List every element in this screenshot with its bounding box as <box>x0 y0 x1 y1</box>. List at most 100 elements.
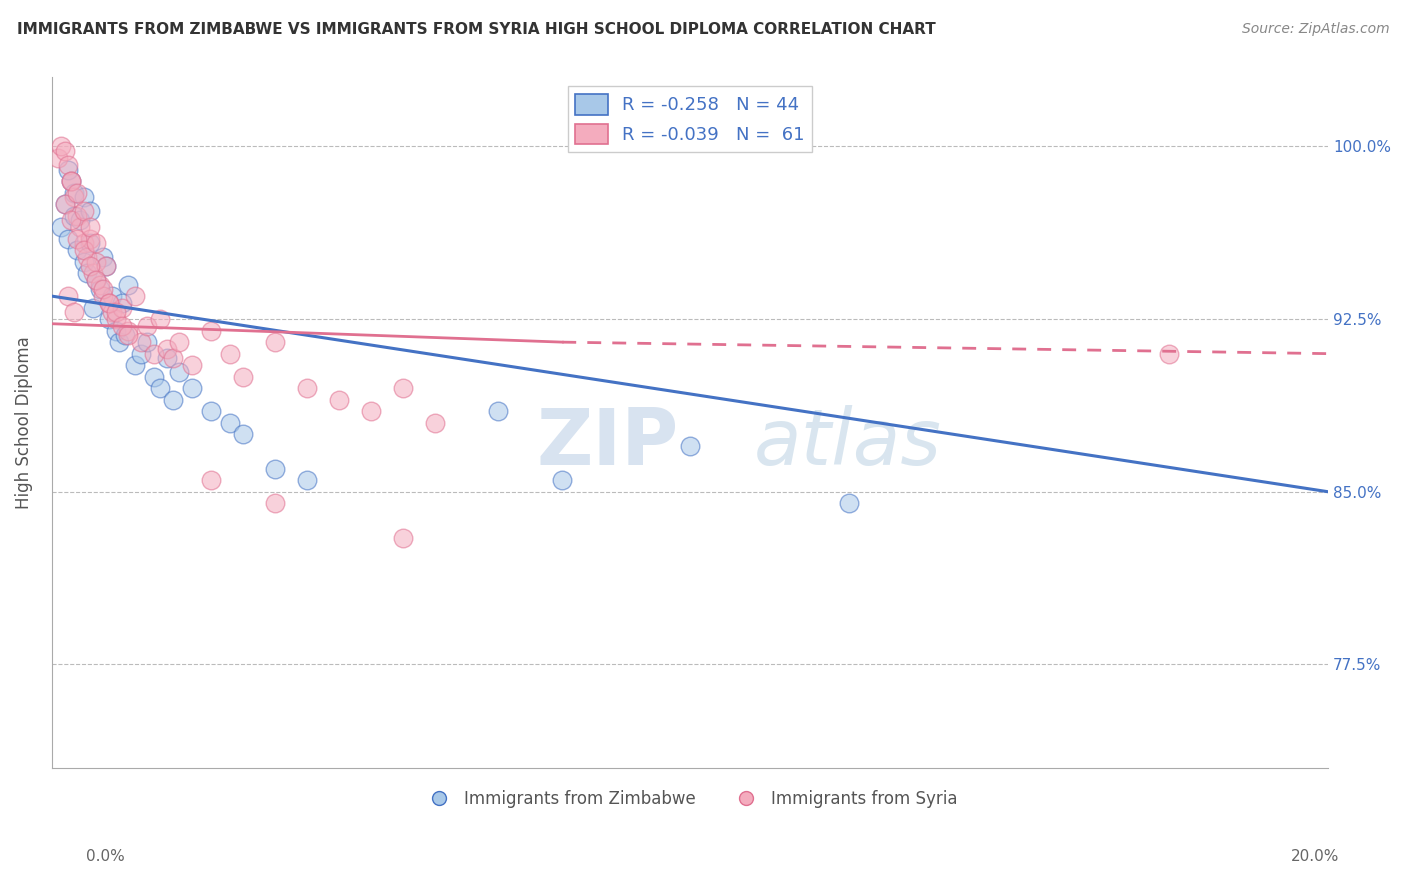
Point <box>117 324 139 338</box>
Point <box>142 369 165 384</box>
Point <box>91 282 114 296</box>
Point <box>86 273 108 287</box>
Point <box>63 190 86 204</box>
Point <box>101 289 124 303</box>
Point <box>73 243 96 257</box>
Point <box>200 473 222 487</box>
Point <box>129 335 152 350</box>
Point <box>56 158 79 172</box>
Point <box>136 335 159 350</box>
Point <box>63 209 86 223</box>
Point <box>200 324 222 338</box>
Point <box>111 301 134 315</box>
Point <box>232 369 254 384</box>
Point <box>200 404 222 418</box>
Point <box>94 259 117 273</box>
Point <box>136 318 159 333</box>
Point <box>79 259 101 273</box>
Point <box>56 289 79 303</box>
Point <box>156 351 179 366</box>
Point <box>89 277 111 292</box>
Point <box>51 139 73 153</box>
Point <box>114 328 136 343</box>
Point <box>79 231 101 245</box>
Point <box>98 312 121 326</box>
Point <box>73 254 96 268</box>
Point <box>264 496 287 510</box>
Text: Source: ZipAtlas.com: Source: ZipAtlas.com <box>1241 22 1389 37</box>
Point <box>56 162 79 177</box>
Point <box>94 259 117 273</box>
Point <box>79 236 101 251</box>
Point <box>98 296 121 310</box>
Point <box>111 318 134 333</box>
Point <box>162 351 184 366</box>
Point <box>53 197 76 211</box>
Point <box>104 312 127 326</box>
Point <box>59 213 82 227</box>
Point <box>124 358 146 372</box>
Point <box>86 236 108 251</box>
Point <box>117 328 139 343</box>
Point <box>53 197 76 211</box>
Point <box>488 404 510 418</box>
Point <box>169 335 191 350</box>
Point <box>66 231 89 245</box>
Point <box>59 174 82 188</box>
Legend: Immigrants from Zimbabwe, Immigrants from Syria: Immigrants from Zimbabwe, Immigrants fro… <box>416 783 965 815</box>
Point <box>156 342 179 356</box>
Point <box>69 220 91 235</box>
Text: IMMIGRANTS FROM ZIMBABWE VS IMMIGRANTS FROM SYRIA HIGH SCHOOL DIPLOMA CORRELATIO: IMMIGRANTS FROM ZIMBABWE VS IMMIGRANTS F… <box>17 22 935 37</box>
Point <box>46 151 69 165</box>
Point <box>423 416 446 430</box>
Point <box>91 289 114 303</box>
Point <box>295 381 318 395</box>
Point <box>142 346 165 360</box>
Point <box>149 381 172 395</box>
Point <box>63 305 86 319</box>
Point <box>169 365 191 379</box>
Point <box>181 381 204 395</box>
Point <box>63 186 86 200</box>
Text: 0.0%: 0.0% <box>86 849 125 863</box>
Point <box>59 174 82 188</box>
Y-axis label: High School Diploma: High School Diploma <box>15 336 32 509</box>
Point <box>86 254 108 268</box>
Point <box>66 243 89 257</box>
Point <box>391 381 413 395</box>
Point <box>66 186 89 200</box>
Point <box>162 392 184 407</box>
Point <box>73 203 96 218</box>
Point <box>73 190 96 204</box>
Point <box>79 203 101 218</box>
Point <box>56 231 79 245</box>
Point <box>73 236 96 251</box>
Text: 20.0%: 20.0% <box>1291 849 1339 863</box>
Point <box>181 358 204 372</box>
Point <box>111 296 134 310</box>
Point <box>1157 346 1180 360</box>
Point <box>66 209 89 223</box>
Point <box>328 392 350 407</box>
Text: ZIP: ZIP <box>537 405 679 482</box>
Point <box>82 266 104 280</box>
Point <box>91 250 114 264</box>
Point <box>124 289 146 303</box>
Point <box>104 305 127 319</box>
Text: atlas: atlas <box>754 405 942 482</box>
Point <box>838 496 860 510</box>
Point <box>107 335 129 350</box>
Point <box>264 335 287 350</box>
Point <box>219 416 242 430</box>
Point <box>219 346 242 360</box>
Point <box>69 213 91 227</box>
Point <box>232 427 254 442</box>
Point <box>551 473 574 487</box>
Point <box>76 250 98 264</box>
Point <box>98 296 121 310</box>
Point <box>295 473 318 487</box>
Point <box>53 144 76 158</box>
Point <box>101 305 124 319</box>
Point <box>104 324 127 338</box>
Point <box>51 220 73 235</box>
